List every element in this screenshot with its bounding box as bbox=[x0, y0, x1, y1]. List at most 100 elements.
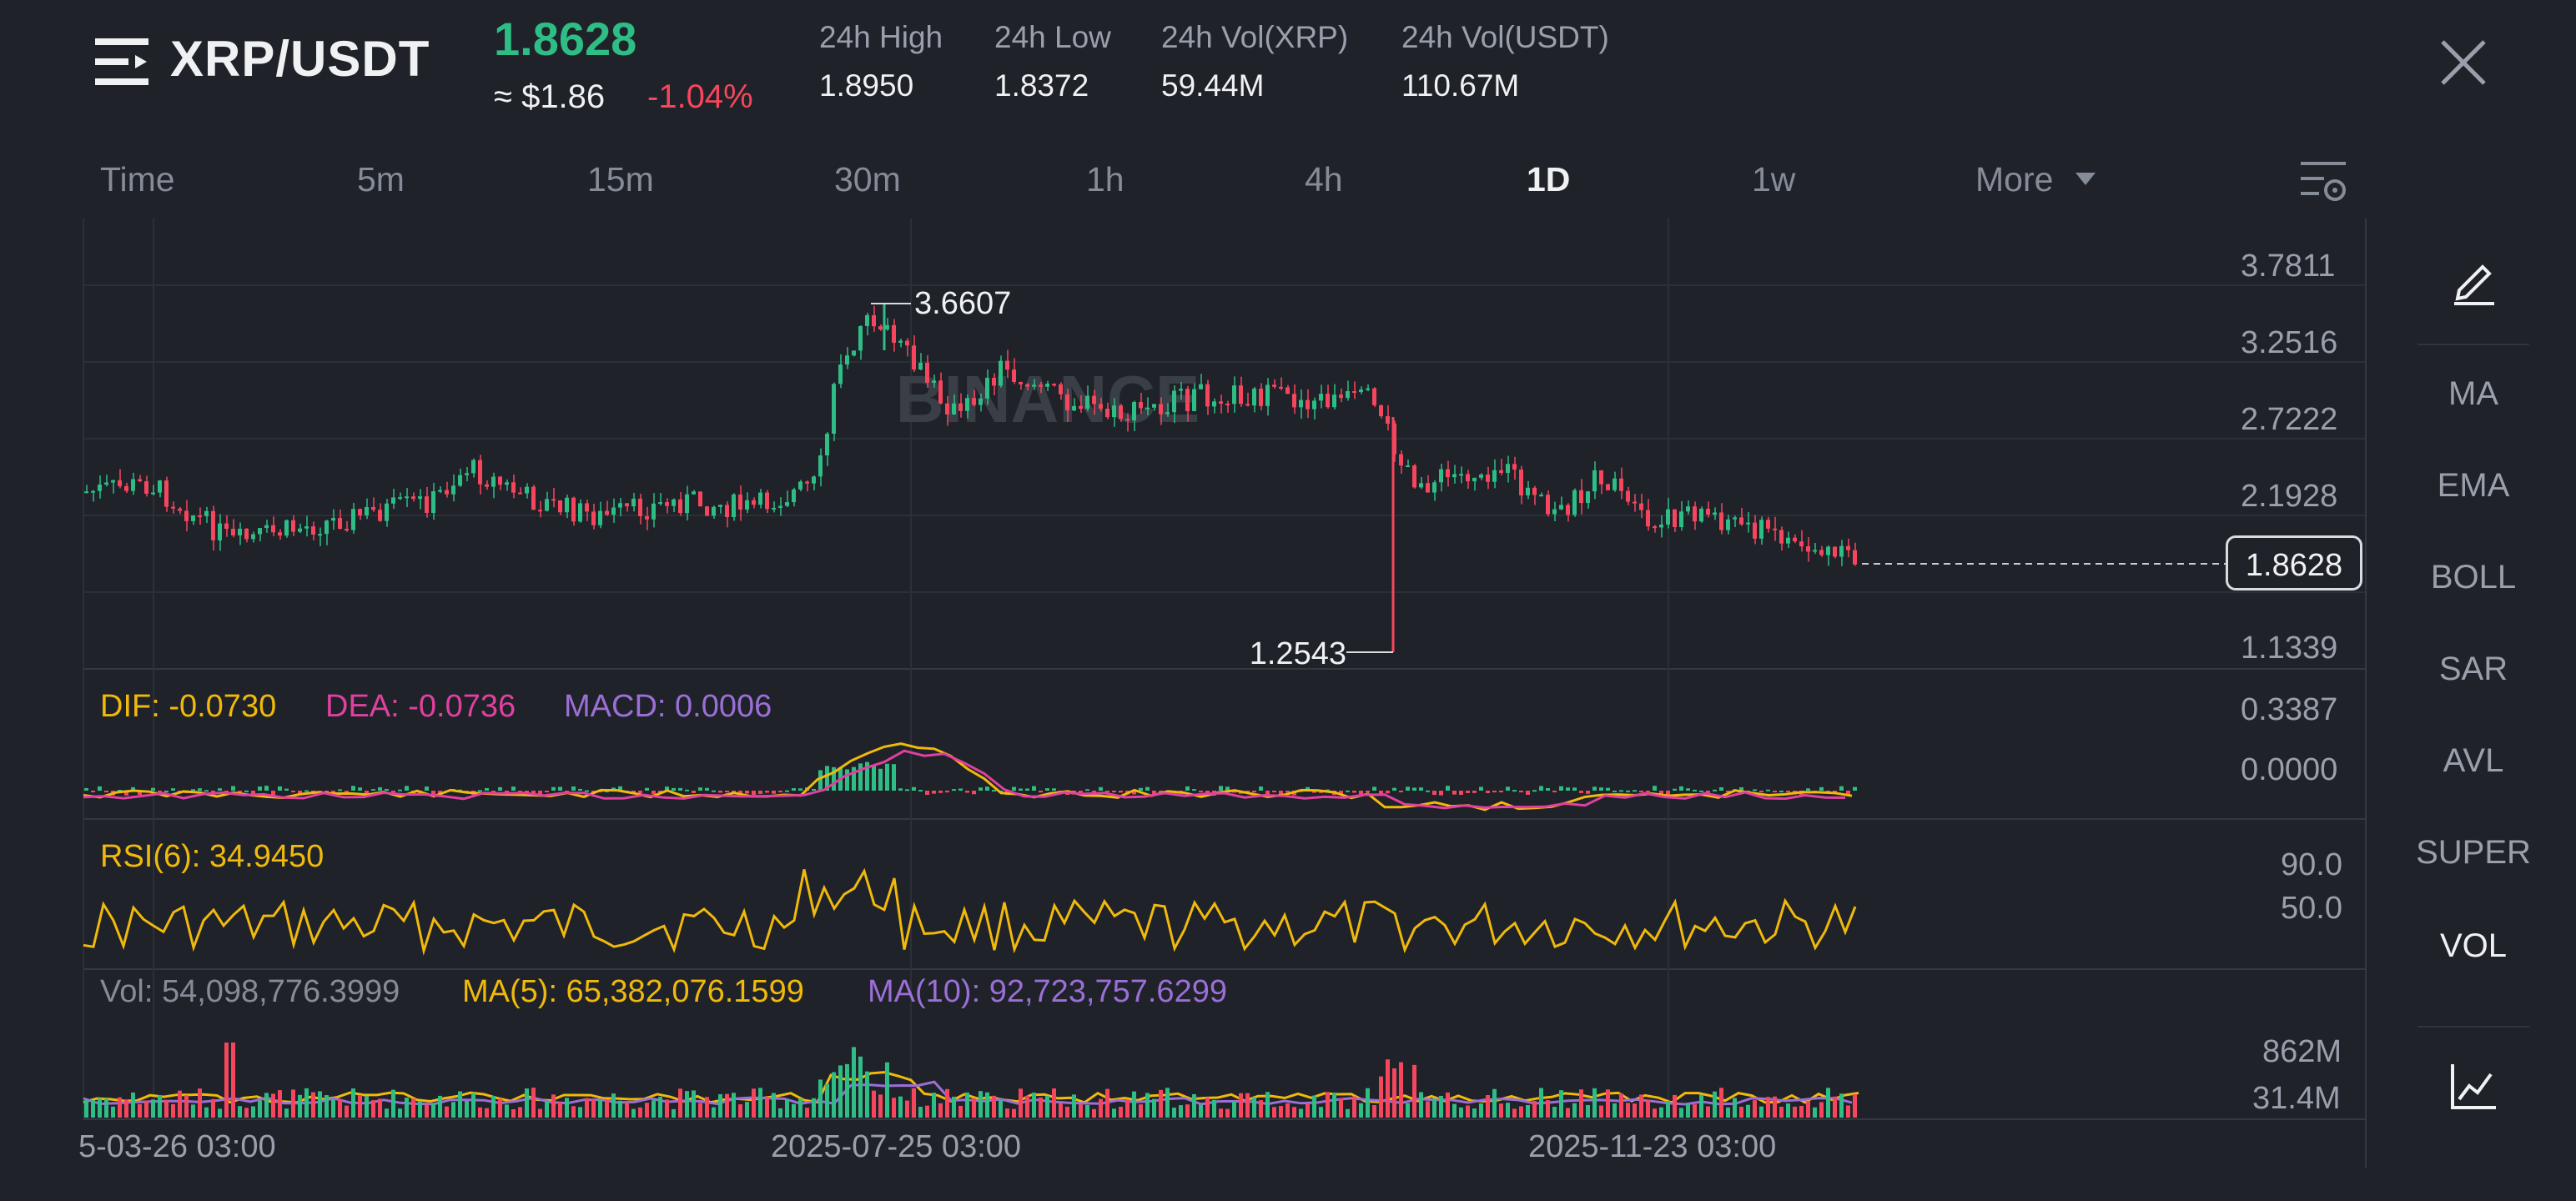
tab-5m[interactable]: 5m bbox=[357, 160, 405, 198]
volume-bar bbox=[1472, 1108, 1477, 1118]
candle-body bbox=[1779, 530, 1784, 544]
candle-body bbox=[965, 398, 969, 411]
macd-bar bbox=[1085, 789, 1089, 791]
volume-bar bbox=[1579, 1089, 1583, 1118]
macd-bar bbox=[478, 790, 482, 792]
volume-bar bbox=[1673, 1094, 1677, 1118]
indicator-sar[interactable]: SAR bbox=[2438, 651, 2508, 687]
volume-bar bbox=[1359, 1103, 1363, 1118]
candle-body bbox=[244, 528, 249, 540]
volume-bar bbox=[1839, 1093, 1844, 1118]
candle-body bbox=[658, 502, 662, 505]
indicator-super[interactable]: SUPER bbox=[2416, 834, 2531, 871]
macd-bar bbox=[525, 791, 529, 793]
candle-body bbox=[1419, 483, 1423, 488]
volume-bar bbox=[398, 1108, 402, 1118]
tab-1w[interactable]: 1w bbox=[1752, 160, 1796, 198]
close-icon[interactable] bbox=[2436, 35, 2491, 90]
tab-more[interactable]: More bbox=[1975, 160, 2054, 198]
tab-1h[interactable]: 1h bbox=[1086, 160, 1124, 198]
candle-body bbox=[1592, 470, 1597, 492]
candle-body bbox=[1532, 487, 1537, 495]
candle-body bbox=[378, 510, 382, 521]
macd-bar bbox=[1012, 786, 1016, 791]
macd-bar bbox=[1339, 791, 1343, 794]
indicator-boll[interactable]: BOLL bbox=[2430, 559, 2517, 595]
indicator-ma[interactable]: MA bbox=[2448, 375, 2498, 412]
macd-bar bbox=[1019, 788, 1023, 791]
macd-bar bbox=[1552, 791, 1557, 792]
volume-bar bbox=[1172, 1108, 1176, 1118]
volume-bar bbox=[1753, 1100, 1757, 1118]
pair-title[interactable]: XRP/USDT bbox=[170, 31, 430, 87]
volume-bar bbox=[418, 1101, 422, 1118]
candle-body bbox=[1579, 490, 1583, 504]
volume-bar bbox=[812, 1098, 816, 1118]
draw-pencil-icon[interactable] bbox=[2451, 255, 2498, 305]
indicator-settings-icon[interactable] bbox=[2299, 158, 2347, 205]
candle-body bbox=[191, 515, 195, 521]
volume-bar bbox=[1739, 1106, 1743, 1118]
macd-bar bbox=[1846, 791, 1850, 796]
candle-body bbox=[1619, 478, 1623, 491]
macd-bar bbox=[1039, 791, 1043, 793]
volume-bar bbox=[1145, 1093, 1150, 1118]
candle-body bbox=[1025, 384, 1029, 387]
volume-bar bbox=[178, 1090, 182, 1118]
volume-bar bbox=[1192, 1093, 1196, 1118]
macd-bar bbox=[171, 788, 175, 791]
indicator-avl[interactable]: AVL bbox=[2443, 742, 2504, 779]
tab-time[interactable]: Time bbox=[100, 160, 175, 198]
candle-body bbox=[1185, 389, 1190, 411]
macd-bar bbox=[278, 786, 282, 791]
volume-bar bbox=[1786, 1103, 1790, 1118]
volume-bar bbox=[1219, 1108, 1223, 1118]
candle-body bbox=[872, 314, 876, 327]
macd-bar bbox=[778, 791, 782, 792]
volume-bar bbox=[772, 1093, 776, 1118]
candle-body bbox=[1659, 524, 1663, 528]
indicator-ema[interactable]: EMA bbox=[2437, 467, 2510, 504]
macd-bar bbox=[1679, 786, 1683, 791]
macd-bar bbox=[1819, 786, 1824, 791]
tab-30m[interactable]: 30m bbox=[834, 160, 901, 198]
candle-body bbox=[98, 485, 102, 491]
indicator-vol[interactable]: VOL bbox=[2439, 927, 2508, 964]
volume-bar bbox=[1452, 1103, 1457, 1118]
candle-body bbox=[1826, 546, 1830, 555]
volume-bar bbox=[1285, 1103, 1290, 1118]
volume-bar bbox=[231, 1043, 235, 1118]
tab-15m[interactable]: 15m bbox=[587, 160, 654, 198]
macd-bar bbox=[1606, 787, 1610, 791]
macd-bar bbox=[885, 763, 889, 791]
candle-body bbox=[1232, 385, 1236, 405]
volume-bar bbox=[104, 1098, 108, 1118]
macd-bar bbox=[1392, 787, 1396, 791]
chart-type-icon[interactable] bbox=[2451, 1063, 2498, 1111]
tab-1d[interactable]: 1D bbox=[1527, 160, 1571, 198]
candle-body bbox=[1666, 509, 1670, 525]
macd-dea-label: DEA: -0.0736 bbox=[325, 689, 516, 724]
vol-ma5-label: MA(5): 65,382,076.1599 bbox=[462, 974, 804, 1009]
date-axis-label: 2025-07-25 03:00 bbox=[771, 1129, 1022, 1164]
macd-bar bbox=[652, 791, 656, 795]
volume-bar bbox=[1606, 1089, 1610, 1118]
stat-24h-low-value: 1.8372 bbox=[994, 68, 1089, 103]
volume-bar bbox=[1319, 1107, 1323, 1118]
macd-bar bbox=[551, 786, 556, 791]
volume-bar bbox=[1646, 1099, 1650, 1118]
candle-body bbox=[1733, 517, 1737, 520]
volume-bar bbox=[1092, 1108, 1096, 1118]
caret-down-icon[interactable] bbox=[2075, 173, 2096, 185]
macd-dif-label: DIF: -0.0730 bbox=[100, 689, 277, 724]
volume-bar bbox=[478, 1107, 482, 1118]
candle-body bbox=[785, 502, 789, 506]
menu-icon[interactable] bbox=[95, 37, 148, 87]
candle-body bbox=[1245, 404, 1250, 406]
tab-4h[interactable]: 4h bbox=[1305, 160, 1343, 198]
volume-bar bbox=[471, 1093, 475, 1118]
macd-bar bbox=[678, 787, 682, 791]
candle-body bbox=[1039, 384, 1043, 387]
macd-bar bbox=[878, 768, 883, 791]
